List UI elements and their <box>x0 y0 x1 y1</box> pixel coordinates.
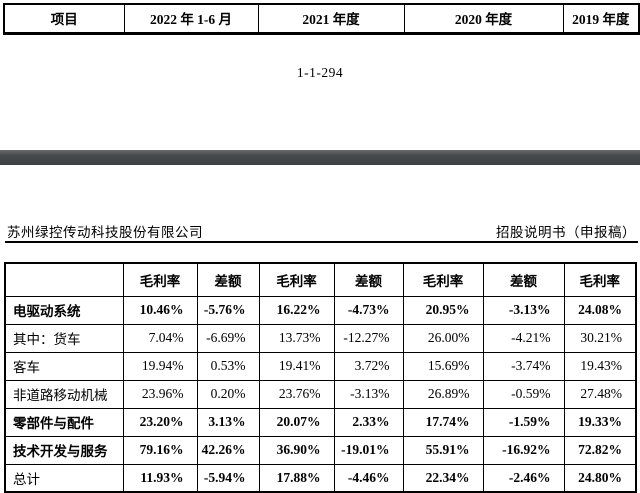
cell-value: 26.89% <box>402 379 484 409</box>
cell-value: -3.13% <box>482 295 565 325</box>
cell-value: 3.13% <box>196 407 260 437</box>
cell-value: 55.91% <box>402 435 484 465</box>
cell-value: 2.33% <box>333 407 404 437</box>
cell-value: -4.46% <box>333 463 404 493</box>
gross-margin-table: 毛利率 差额 毛利率 差额 毛利率 差额 毛利率 电驱动系统 10.46% -5… <box>4 262 637 493</box>
cell-value: 23.20% <box>122 407 198 437</box>
column-header-2022: 2022 年 1-6 月 <box>123 3 259 34</box>
cell-value: 0.53% <box>196 351 260 381</box>
company-name: 苏州绿控传动科技股份有限公司 <box>7 225 203 240</box>
cell-value: -5.94% <box>196 463 260 493</box>
cell-value: 17.74% <box>402 407 484 437</box>
cell-value: 3.72% <box>333 351 404 381</box>
subheader-empty <box>4 262 124 297</box>
column-header-2021: 2021 年度 <box>257 3 405 34</box>
page-separator-bar <box>0 150 640 165</box>
cell-value: 20.07% <box>258 407 335 437</box>
cell-value: -0.59% <box>482 379 565 409</box>
document-type-label: 招股说明书（申报稿） <box>496 225 636 240</box>
table-row: 客车 19.94% 0.53% 19.41% 3.72% 15.69% -3.7… <box>4 351 637 381</box>
table-row: 技术开发与服务 79.16% 42.26% 36.90% -19.01% 55.… <box>4 435 637 465</box>
column-header-2020: 2020 年度 <box>403 3 564 34</box>
cell-value: -6.69% <box>196 323 260 353</box>
cell-value: 0.20% <box>196 379 260 409</box>
cell-value: -4.21% <box>482 323 565 353</box>
cell-value: -3.13% <box>333 379 404 409</box>
subheader-difference: 差额 <box>196 262 260 297</box>
cell-value: 23.76% <box>258 379 335 409</box>
subheader-gross-margin: 毛利率 <box>563 262 637 297</box>
row-label: 总计 <box>4 463 124 493</box>
table-row: 电驱动系统 10.46% -5.76% 16.22% -4.73% 20.95%… <box>4 295 637 325</box>
cell-value: 24.08% <box>563 295 637 325</box>
cell-value: 42.26% <box>196 435 260 465</box>
cell-value: 16.22% <box>258 295 335 325</box>
cell-value: 19.94% <box>122 351 198 381</box>
subheader-gross-margin: 毛利率 <box>402 262 484 297</box>
page-number: 1-1-294 <box>296 65 344 80</box>
cell-value: 27.48% <box>563 379 637 409</box>
subheader-difference: 差额 <box>482 262 565 297</box>
row-label: 其中：货车 <box>4 323 124 353</box>
cell-value: 26.00% <box>402 323 484 353</box>
cell-value: -12.27% <box>333 323 404 353</box>
row-label: 客车 <box>4 351 124 381</box>
cell-value: -2.46% <box>482 463 565 493</box>
header-divider <box>5 241 638 243</box>
cell-value: 15.69% <box>402 351 484 381</box>
cell-value: 30.21% <box>563 323 637 353</box>
cell-value: 13.73% <box>258 323 335 353</box>
cell-value: -19.01% <box>333 435 404 465</box>
period-header-table: 项目 2022 年 1-6 月 2021 年度 2020 年度 2019 年度 <box>3 3 640 35</box>
cell-value: 22.34% <box>402 463 484 493</box>
row-label: 电驱动系统 <box>4 295 124 325</box>
table-row: 零部件与配件 23.20% 3.13% 20.07% 2.33% 17.74% … <box>4 407 637 437</box>
table-row: 非道路移动机械 23.96% 0.20% 23.76% -3.13% 26.89… <box>4 379 637 409</box>
subheader-gross-margin: 毛利率 <box>258 262 335 297</box>
cell-value: 19.41% <box>258 351 335 381</box>
column-header-item: 项目 <box>3 3 125 34</box>
cell-value: 72.82% <box>563 435 637 465</box>
row-label: 非道路移动机械 <box>4 379 124 409</box>
table-subheader-row: 毛利率 差额 毛利率 差额 毛利率 差额 毛利率 <box>4 262 637 297</box>
cell-value: 11.93% <box>122 463 198 493</box>
cell-value: 19.43% <box>563 351 637 381</box>
cell-value: -4.73% <box>333 295 404 325</box>
document-header: 苏州绿控传动科技股份有限公司 招股说明书（申报稿） <box>7 221 636 241</box>
cell-value: 79.16% <box>122 435 198 465</box>
cell-value: 7.04% <box>122 323 198 353</box>
cell-value: 36.90% <box>258 435 335 465</box>
cell-value: -1.59% <box>482 407 565 437</box>
cell-value: 19.33% <box>563 407 637 437</box>
cell-value: 24.80% <box>563 463 637 493</box>
cell-value: 20.95% <box>402 295 484 325</box>
subheader-gross-margin: 毛利率 <box>122 262 198 297</box>
row-label: 技术开发与服务 <box>4 435 124 465</box>
row-label: 零部件与配件 <box>4 407 124 437</box>
cell-value: 17.88% <box>258 463 335 493</box>
cell-value: 23.96% <box>122 379 198 409</box>
table-row: 项目 2022 年 1-6 月 2021 年度 2020 年度 2019 年度 <box>3 3 640 34</box>
table-row: 其中：货车 7.04% -6.69% 13.73% -12.27% 26.00%… <box>4 323 637 353</box>
subheader-difference: 差额 <box>333 262 404 297</box>
cell-value: -5.76% <box>196 295 260 325</box>
column-header-2019: 2019 年度 <box>562 3 640 34</box>
cell-value: -3.74% <box>482 351 565 381</box>
cell-value: 10.46% <box>122 295 198 325</box>
cell-value: -16.92% <box>482 435 565 465</box>
table-row-total: 总计 11.93% -5.94% 17.88% -4.46% 22.34% -2… <box>4 463 637 493</box>
